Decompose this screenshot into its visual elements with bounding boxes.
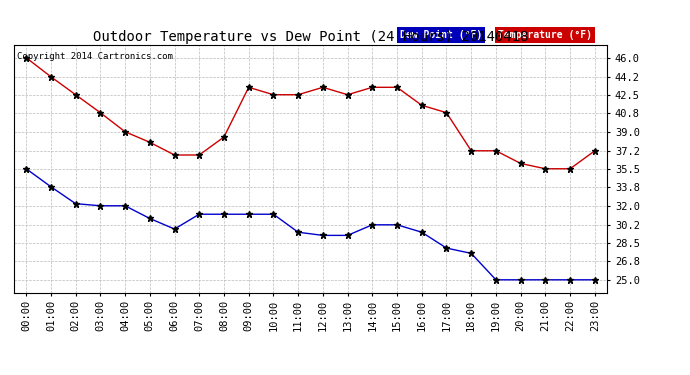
Text: Temperature (°F): Temperature (°F) (498, 30, 592, 40)
Title: Outdoor Temperature vs Dew Point (24 Hours) 20140418: Outdoor Temperature vs Dew Point (24 Hou… (92, 30, 529, 44)
Text: Dew Point (°F): Dew Point (°F) (400, 30, 482, 40)
Text: Copyright 2014 Cartronics.com: Copyright 2014 Cartronics.com (17, 53, 172, 62)
